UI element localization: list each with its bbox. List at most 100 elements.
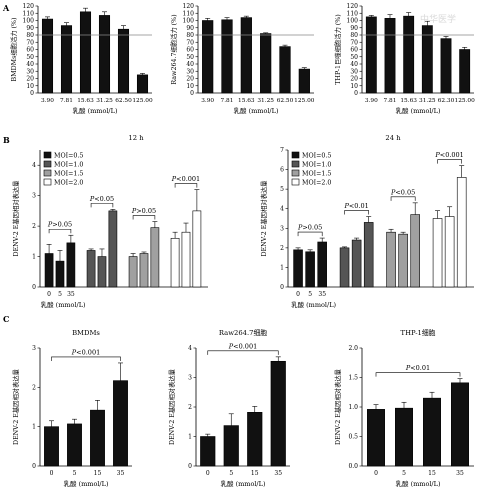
x-tick-label: 5: [229, 470, 233, 477]
x-tick-label: 15: [94, 470, 102, 477]
significance-bracket: [132, 215, 156, 220]
significance-label: P>0.05: [297, 224, 322, 232]
bar: [97, 256, 107, 288]
x-axis-label: 乳酸 (mmol/L): [41, 300, 86, 309]
y-tick-label: 120: [23, 3, 35, 10]
y-tick-label: 80: [350, 32, 358, 39]
y-tick-label: 0.0: [348, 463, 358, 470]
chart-c2: 0 1 2 3 4 DENV-2 E基因相对表达量 Raw264.7细胞 0 5 15 35 乳酸 (…: [167, 328, 290, 488]
x-tick-label: 35: [274, 470, 282, 477]
bar: [440, 38, 452, 94]
y-tick-label: 10: [350, 83, 358, 90]
bar: [384, 18, 396, 94]
y-tick-label: 3: [188, 375, 192, 382]
bar: [386, 231, 396, 288]
x-tick-label: 125.00: [455, 98, 476, 104]
bar: [181, 231, 191, 288]
y-tick-label: 120: [183, 3, 195, 10]
bar: [459, 49, 471, 94]
y-tick-label: 1.0: [348, 404, 358, 411]
y-tick-label: 5: [280, 186, 284, 193]
y-tick-label: 2: [32, 384, 36, 391]
y-axis-label: Raw264.7细胞活力 (%): [169, 14, 178, 84]
bar: [247, 412, 263, 467]
y-tick-label: 4: [188, 345, 192, 352]
legend-swatch: [291, 169, 300, 177]
y-tick-label: 60: [350, 47, 358, 54]
bar: [456, 177, 467, 288]
bar: [44, 253, 54, 288]
y-tick-label: 0: [188, 463, 192, 470]
y-axis-label: BMDMs细胞活力 (%): [9, 18, 18, 82]
chart-title: 24 h: [385, 134, 401, 142]
x-tick-label: 3.90: [365, 98, 378, 104]
bar: [41, 18, 54, 94]
significance-label: P<0.01: [343, 202, 368, 210]
legend-swatch: [43, 169, 52, 177]
bar: [240, 17, 252, 94]
significance-label: P<0.05: [390, 188, 415, 196]
x-tick-label: 15: [428, 470, 436, 477]
legend-swatch: [291, 178, 300, 186]
y-tick-label: 120: [347, 3, 359, 10]
x-tick-label: 0: [374, 470, 378, 477]
bar: [150, 227, 160, 288]
y-tick-label: 0: [354, 90, 358, 97]
bar: [128, 256, 138, 288]
significance-label: P<0.001: [434, 151, 463, 159]
x-tick-label: 7.81: [221, 98, 234, 104]
bar: [339, 247, 350, 288]
chart-title: BMDMs: [72, 329, 100, 337]
y-tick-label: 40: [26, 61, 34, 68]
x-tick-label: 125.00: [294, 98, 315, 104]
bar: [367, 409, 385, 467]
y-tick-label: 50: [26, 54, 34, 61]
x-tick-label: 15.63: [238, 98, 255, 104]
x-tick-label: 35: [67, 291, 75, 298]
y-tick-label: 0.5: [348, 434, 358, 441]
significance-bracket: [51, 356, 121, 361]
bar: [139, 253, 149, 288]
y-tick-label: 1.5: [348, 375, 358, 382]
y-tick-label: 2: [280, 245, 284, 252]
bar: [221, 19, 233, 94]
y-tick-label: 0: [280, 284, 284, 291]
y-tick-label: 90: [350, 25, 358, 32]
legend-label: MOI=2.0: [302, 180, 331, 187]
bar: [432, 218, 443, 288]
y-tick-label: 2: [188, 404, 192, 411]
y-tick-label: 20: [186, 76, 194, 83]
y-axis-label: DENV-2 E基因相对表达量: [11, 180, 20, 257]
y-tick-label: 2: [32, 223, 36, 230]
x-axis-label: 乳酸 (mmol/L): [396, 106, 441, 115]
bar: [423, 397, 441, 467]
y-tick-label: 40: [350, 61, 358, 68]
y-tick-label: 1: [280, 264, 284, 271]
y-tick-label: 50: [186, 54, 194, 61]
x-tick-label: 15.63: [77, 98, 94, 104]
bar: [86, 250, 96, 288]
y-tick-label: 60: [186, 47, 194, 54]
significance-bracket: [437, 159, 462, 164]
y-tick-label: 10: [26, 83, 34, 90]
legend-label: MOI=1.0: [302, 162, 331, 169]
bar: [67, 423, 82, 467]
y-tick-label: 90: [186, 25, 194, 32]
y-tick-label: 100: [183, 18, 195, 25]
x-tick-label: 35: [456, 470, 464, 477]
y-axis-label: THP-1巨噬细胞活力 (%): [333, 14, 342, 84]
x-tick-label: 125.00: [132, 98, 153, 104]
bar: [270, 360, 286, 467]
y-tick-label: 4: [280, 206, 284, 213]
x-tick-label: 5: [402, 470, 406, 477]
bar: [298, 68, 310, 94]
significance-bracket: [297, 231, 323, 237]
y-tick-label: 30: [350, 68, 358, 75]
chart-c1: 0 1 2 3 DENV-2 E基因相对表达量 BMDMs 0 5 15 35 乳酸 (mmol/L…: [11, 329, 132, 488]
y-tick-label: 0: [190, 90, 194, 97]
significance-label: P<0.01: [405, 364, 430, 372]
x-tick-label: 7.81: [384, 98, 397, 104]
y-tick-label: 20: [350, 76, 358, 83]
y-tick-label: 100: [23, 18, 35, 25]
y-tick-label: 6: [280, 167, 284, 174]
